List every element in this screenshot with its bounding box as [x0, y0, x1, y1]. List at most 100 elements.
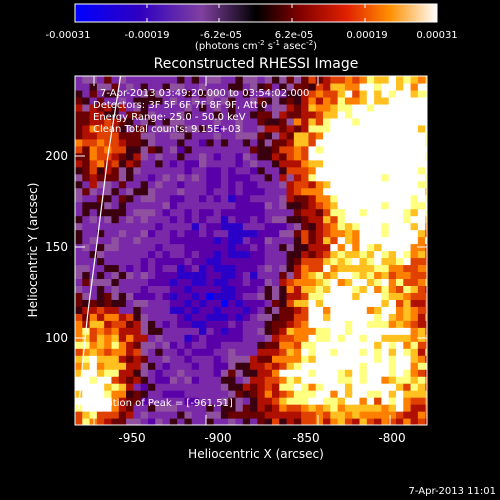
- heatmap-cell: [316, 327, 324, 335]
- heatmap-cell: [184, 278, 192, 286]
- x-tick-label: -800: [378, 431, 405, 445]
- heatmap-cell: [294, 160, 302, 168]
- heatmap-cell: [199, 313, 207, 321]
- heatmap-cell: [367, 216, 375, 224]
- heatmap-cell: [425, 209, 433, 217]
- heatmap-cell: [418, 341, 426, 349]
- heatmap-cell: [316, 369, 324, 377]
- heatmap-cell: [396, 376, 404, 384]
- heatmap-cell: [141, 299, 149, 307]
- heatmap-cell: [250, 257, 258, 265]
- heatmap-cell: [338, 411, 346, 419]
- heatmap-cell: [104, 251, 112, 259]
- heatmap-cell: [97, 251, 105, 259]
- heatmap-cell: [396, 411, 404, 419]
- heatmap-cell: [75, 348, 83, 356]
- heatmap-cell: [265, 251, 273, 259]
- heatmap-cell: [381, 202, 389, 210]
- heatmap-cell: [243, 418, 251, 426]
- heatmap-cell: [389, 355, 397, 363]
- heatmap-cell: [330, 369, 338, 377]
- heatmap-cell: [214, 251, 222, 259]
- heatmap-cell: [155, 278, 163, 286]
- heatmap-cell: [82, 341, 90, 349]
- heatmap-cell: [119, 230, 127, 238]
- heatmap-cell: [75, 355, 83, 363]
- heatmap-cell: [323, 174, 331, 182]
- heatmap-cell: [163, 278, 171, 286]
- heatmap-cell: [381, 362, 389, 370]
- heatmap-cell: [228, 383, 236, 391]
- heatmap-cell: [316, 90, 324, 98]
- heatmap-cell: [148, 418, 156, 426]
- heatmap-cell: [352, 320, 360, 328]
- heatmap-cell: [381, 341, 389, 349]
- heatmap-cell: [287, 404, 295, 412]
- heatmap-cell: [367, 390, 375, 398]
- heatmap-cell: [148, 376, 156, 384]
- heatmap-cell: [389, 278, 397, 286]
- heatmap-cell: [381, 369, 389, 377]
- heatmap-cell: [316, 292, 324, 300]
- heatmap-cell: [257, 355, 265, 363]
- heatmap-cell: [323, 313, 331, 321]
- heatmap-cell: [323, 411, 331, 419]
- heatmap-cell: [294, 383, 302, 391]
- heatmap-cell: [221, 251, 229, 259]
- heatmap-cell: [308, 292, 316, 300]
- heatmap-cell: [403, 327, 411, 335]
- heatmap-cell: [411, 76, 419, 84]
- heatmap-cell: [367, 223, 375, 231]
- heatmap-cell: [243, 285, 251, 293]
- heatmap-cell: [396, 111, 404, 119]
- heatmap-cell: [301, 146, 309, 154]
- heatmap-cell: [170, 216, 178, 224]
- heatmap-cell: [396, 146, 404, 154]
- heatmap-cell: [403, 104, 411, 112]
- heatmap-cell: [396, 230, 404, 238]
- heatmap-cell: [323, 153, 331, 161]
- heatmap-cell: [214, 411, 222, 419]
- heatmap-cell: [323, 195, 331, 203]
- heatmap-cell: [265, 146, 273, 154]
- heatmap-cell: [396, 202, 404, 210]
- heatmap-cell: [389, 369, 397, 377]
- heatmap-cell: [90, 216, 98, 224]
- heatmap-cell: [170, 146, 178, 154]
- heatmap-cell: [374, 216, 382, 224]
- heatmap-cell: [257, 230, 265, 238]
- heatmap-cell: [177, 334, 185, 342]
- heatmap-cell: [316, 181, 324, 189]
- heatmap-cell: [177, 383, 185, 391]
- heatmap-cell: [192, 202, 200, 210]
- heatmap-cell: [338, 376, 346, 384]
- heatmap-cell: [155, 271, 163, 279]
- heatmap-cell: [133, 292, 141, 300]
- heatmap-cell: [221, 369, 229, 377]
- heatmap-cell: [184, 174, 192, 182]
- heatmap-cell: [119, 348, 127, 356]
- heatmap-cell: [111, 383, 119, 391]
- heatmap-cell: [360, 104, 368, 112]
- heatmap-cell: [338, 97, 346, 105]
- heatmap-cell: [104, 76, 112, 84]
- heatmap-cell: [294, 153, 302, 161]
- heatmap-cell: [396, 125, 404, 133]
- heatmap-cell: [316, 160, 324, 168]
- heatmap-cell: [338, 153, 346, 161]
- heatmap-cell: [374, 376, 382, 384]
- heatmap-cell: [148, 390, 156, 398]
- heatmap-cell: [330, 83, 338, 91]
- heatmap-cell: [235, 355, 243, 363]
- heatmap-cell: [418, 285, 426, 293]
- heatmap-cell: [374, 111, 382, 119]
- heatmap-cell: [243, 160, 251, 168]
- heatmap-cell: [425, 397, 433, 405]
- heatmap-cell: [250, 223, 258, 231]
- heatmap-cell: [367, 118, 375, 126]
- heatmap-cell: [345, 383, 353, 391]
- heatmap-cell: [374, 230, 382, 238]
- heatmap-cell: [235, 404, 243, 412]
- heatmap-cell: [418, 195, 426, 203]
- heatmap-cell: [235, 320, 243, 328]
